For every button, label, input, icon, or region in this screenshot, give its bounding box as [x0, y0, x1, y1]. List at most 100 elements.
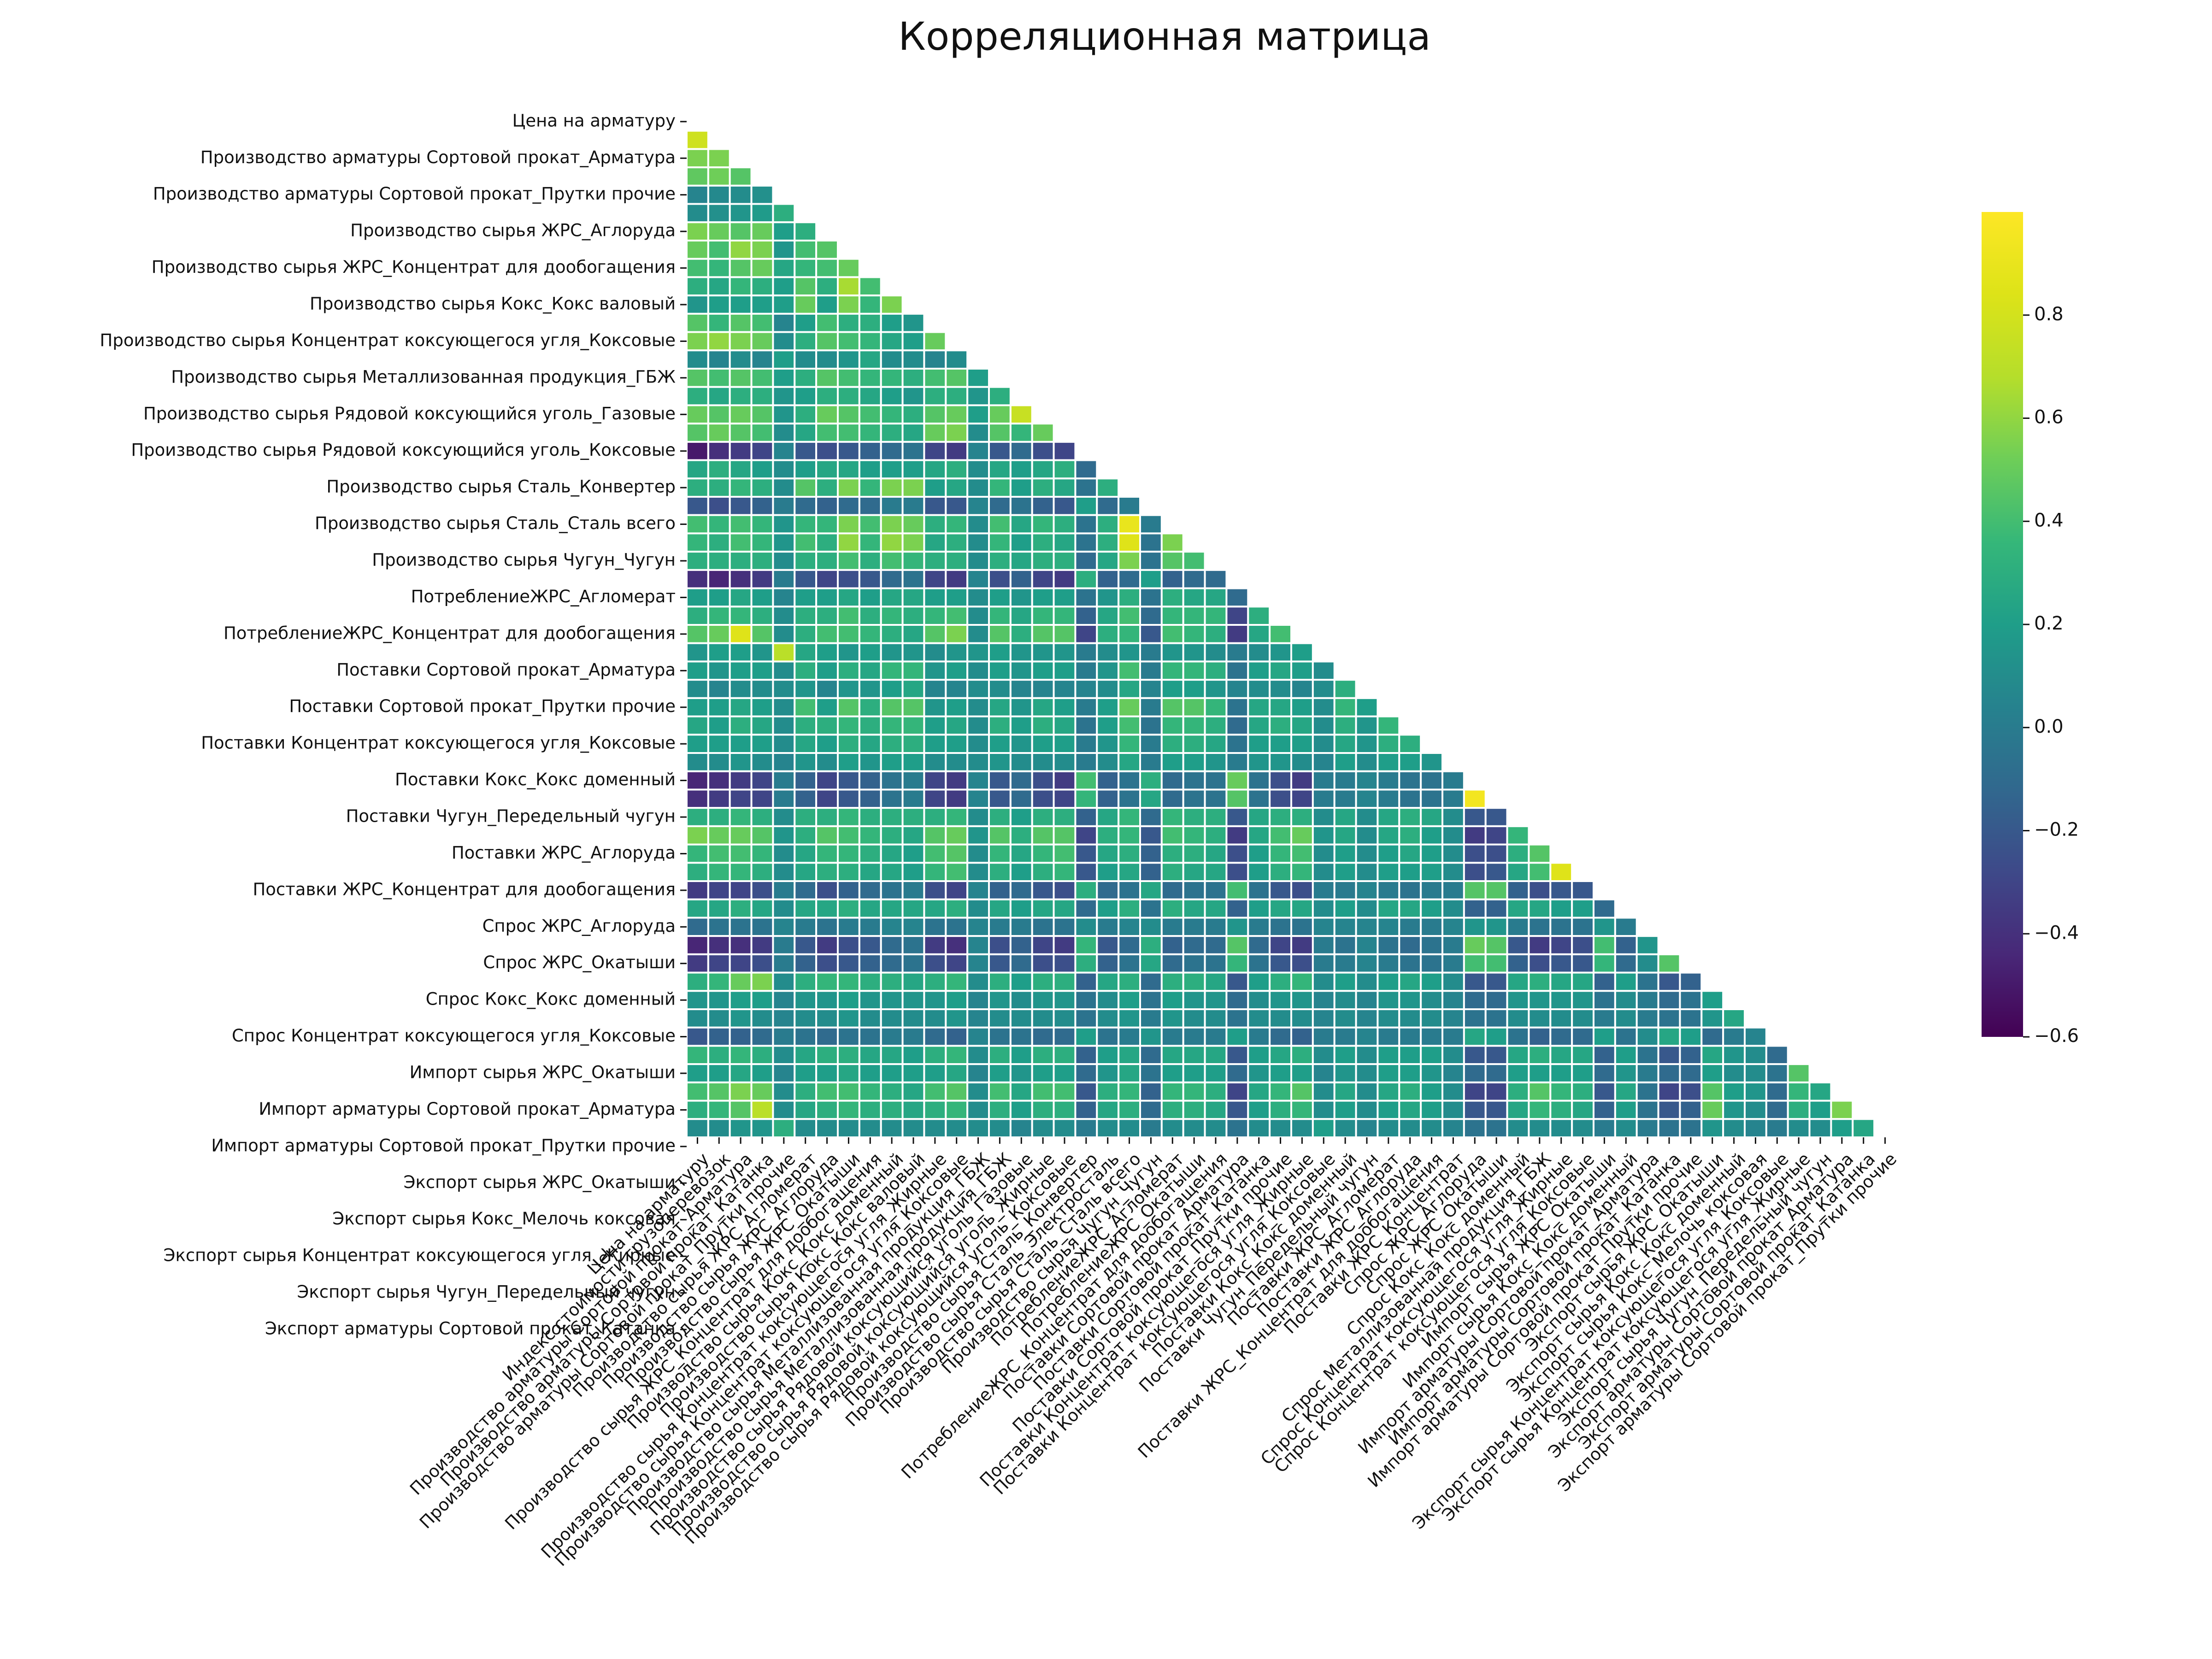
heatmap-cell	[794, 734, 818, 754]
heatmap-cell	[1441, 1081, 1465, 1102]
heatmap-cell	[1204, 788, 1228, 809]
heatmap-cell	[1009, 862, 1033, 882]
heatmap-cell	[686, 1063, 709, 1083]
heatmap-cell	[901, 569, 925, 589]
heatmap-cell	[1312, 1118, 1335, 1139]
heatmap-cell	[837, 624, 860, 644]
heatmap-cell	[1441, 917, 1465, 937]
heatmap-cell	[988, 917, 1012, 937]
heatmap-cell	[1571, 953, 1594, 974]
heatmap-cell	[1398, 788, 1422, 809]
heatmap-cell	[837, 532, 860, 553]
heatmap-cell	[772, 459, 796, 480]
heatmap-cell	[1377, 1081, 1400, 1102]
heatmap-cell	[1182, 1026, 1206, 1047]
heatmap-cell	[1506, 935, 1530, 955]
heatmap-cell	[686, 788, 709, 809]
heatmap-cell	[1312, 862, 1335, 882]
heatmap-cell	[1182, 788, 1206, 809]
heatmap-cell	[1593, 898, 1616, 919]
heatmap-cell	[1377, 971, 1400, 992]
heatmap-cell	[1355, 990, 1379, 1011]
heatmap-cell	[750, 770, 774, 791]
heatmap-cell	[1074, 715, 1098, 736]
heatmap-cell	[686, 752, 709, 772]
heatmap-cell	[729, 990, 753, 1011]
heatmap-cell	[1009, 880, 1033, 900]
heatmap-cell	[729, 459, 753, 480]
heatmap-cell	[794, 587, 818, 608]
heatmap-cell	[1377, 752, 1400, 772]
heatmap-cell	[1765, 1100, 1789, 1120]
heatmap-cell	[686, 1026, 709, 1047]
heatmap-cell	[1593, 953, 1616, 974]
heatmap-cell	[1549, 971, 1573, 992]
heatmap-cell	[1290, 935, 1314, 955]
heatmap-cell	[1765, 1081, 1789, 1102]
heatmap-cell	[1614, 1045, 1638, 1065]
heatmap-cell	[1290, 697, 1314, 718]
heatmap-cell	[1204, 990, 1228, 1011]
heatmap-cell	[1009, 569, 1033, 589]
heatmap-cell	[686, 166, 709, 187]
heatmap-cell	[794, 1026, 818, 1047]
heatmap-cell	[1269, 898, 1292, 919]
heatmap-cell	[966, 423, 990, 443]
heatmap-cell	[1635, 990, 1659, 1011]
heatmap-cell	[1614, 917, 1638, 937]
heatmap-cell	[1269, 788, 1292, 809]
heatmap-cell	[858, 1045, 882, 1065]
heatmap-cell	[1182, 606, 1206, 626]
heatmap-cell	[880, 1118, 904, 1139]
heatmap-cell	[1420, 807, 1443, 827]
heatmap-cell	[966, 459, 990, 480]
heatmap-cell	[966, 1045, 990, 1065]
heatmap-cell	[1009, 1118, 1033, 1139]
heatmap-cell	[707, 971, 731, 992]
heatmap-cell	[923, 551, 947, 571]
heatmap-cell	[772, 1063, 796, 1083]
heatmap-cell	[772, 349, 796, 370]
heatmap-cell	[1247, 880, 1271, 900]
heatmap-cell	[686, 203, 709, 224]
heatmap-cell	[880, 1100, 904, 1120]
heatmap-cell	[1182, 551, 1206, 571]
heatmap-cell	[1118, 862, 1141, 882]
heatmap-cell	[966, 697, 990, 718]
heatmap-cell	[815, 880, 839, 900]
heatmap-cell	[1269, 734, 1292, 754]
heatmap-cell	[945, 1008, 969, 1029]
heatmap-cell	[1009, 459, 1033, 480]
heatmap-cell	[729, 624, 753, 644]
heatmap-cell	[966, 477, 990, 498]
heatmap-cell	[1009, 898, 1033, 919]
heatmap-cell	[1204, 1026, 1228, 1047]
heatmap-cell	[1096, 1118, 1120, 1139]
heatmap-cell	[1290, 825, 1314, 846]
heatmap-cell	[880, 788, 904, 809]
heatmap-cell	[1355, 862, 1379, 882]
heatmap-cell	[1355, 807, 1379, 827]
heatmap-cell	[1225, 1100, 1249, 1120]
heatmap-cell	[901, 386, 925, 406]
heatmap-cell	[1312, 1045, 1335, 1065]
heatmap-cell	[1204, 862, 1228, 882]
heatmap-cell	[1614, 935, 1638, 955]
heatmap-cell	[815, 368, 839, 388]
heatmap-cell	[729, 770, 753, 791]
heatmap-cell	[1204, 606, 1228, 626]
y-tick-label: Поставки ЖРС_Аглоруда	[452, 843, 676, 863]
heatmap-cell	[1506, 1081, 1530, 1102]
y-tick-label: Спрос Концентрат коксующегося угля_Коксо…	[232, 1026, 676, 1046]
heatmap-cell	[1225, 770, 1249, 791]
heatmap-cell	[729, 1045, 753, 1065]
heatmap-cell	[1506, 825, 1530, 846]
heatmap-cell	[923, 734, 947, 754]
heatmap-cell	[1160, 569, 1184, 589]
heatmap-cell	[837, 459, 860, 480]
heatmap-cell	[1160, 752, 1184, 772]
heatmap-cell	[837, 807, 860, 827]
heatmap-cell	[815, 477, 839, 498]
heatmap-cell	[1528, 1118, 1552, 1139]
heatmap-cell	[1225, 935, 1249, 955]
